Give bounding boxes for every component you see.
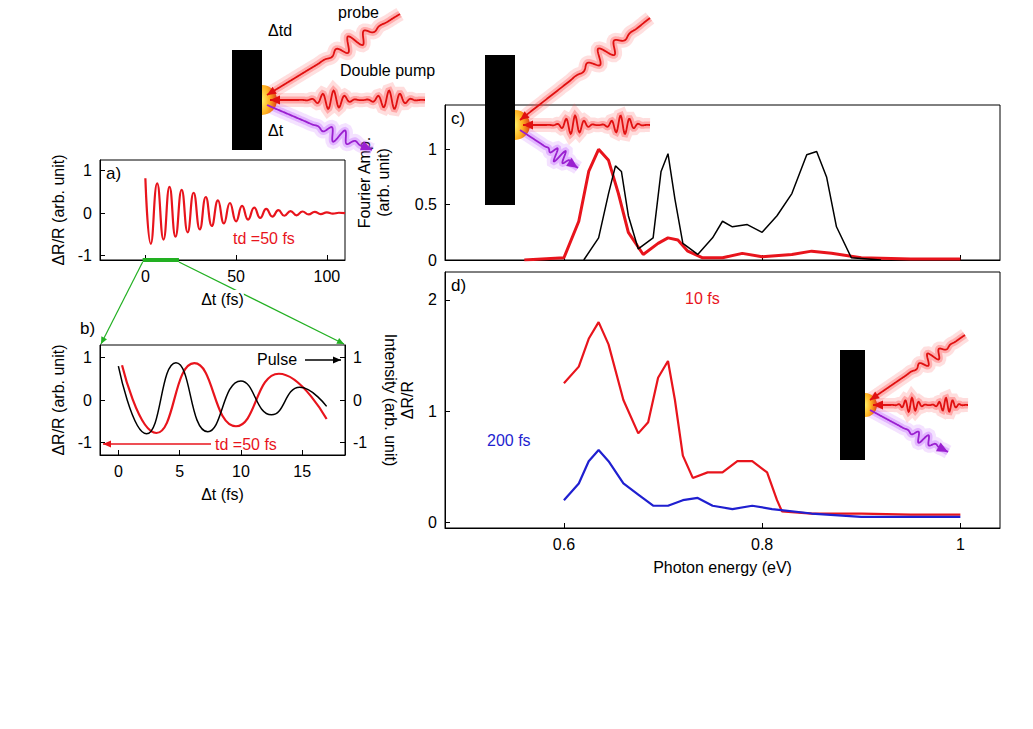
svg-text:1: 1: [956, 536, 965, 553]
svg-text:ΔR/R (arb. unit): ΔR/R (arb. unit): [50, 344, 67, 455]
svg-text:Pulse: Pulse: [257, 351, 297, 368]
svg-text:Intensity (arb. unit): Intensity (arb. unit): [382, 334, 399, 467]
svg-text:Δtd: Δtd: [268, 22, 292, 39]
svg-text:1: 1: [83, 349, 92, 366]
svg-text:Δt (fs): Δt (fs): [201, 291, 244, 308]
svg-text:1: 1: [428, 141, 437, 158]
svg-text:200 fs: 200 fs: [487, 432, 531, 449]
svg-text:Double pump: Double pump: [340, 62, 435, 79]
svg-text:Δt (fs): Δt (fs): [201, 486, 244, 503]
svg-text:10: 10: [232, 463, 250, 480]
svg-text:0.6: 0.6: [553, 536, 575, 553]
svg-text:-1: -1: [353, 434, 367, 451]
svg-text:d): d): [451, 276, 466, 295]
svg-text:2: 2: [428, 291, 437, 308]
svg-text:0: 0: [353, 392, 362, 409]
svg-text:0: 0: [83, 205, 92, 222]
svg-text:1: 1: [83, 162, 92, 179]
svg-text:Δt: Δt: [268, 122, 284, 139]
svg-text:a): a): [106, 164, 121, 183]
svg-text:50: 50: [227, 268, 245, 285]
svg-text:Photon energy (eV): Photon energy (eV): [653, 559, 792, 576]
svg-text:100: 100: [314, 268, 341, 285]
svg-text:Fourier Amp.: Fourier Amp.: [356, 136, 373, 229]
svg-text:0.5: 0.5: [415, 196, 437, 213]
svg-text:ΔR/R: ΔR/R: [399, 381, 416, 419]
svg-text:0: 0: [114, 463, 123, 480]
svg-text:5: 5: [175, 463, 184, 480]
svg-text:-1: -1: [78, 247, 92, 264]
svg-text:10 fs: 10 fs: [685, 290, 720, 307]
svg-text:1: 1: [428, 403, 437, 420]
svg-text:(arb. unit): (arb. unit): [375, 148, 392, 216]
svg-text:0.8: 0.8: [751, 536, 773, 553]
svg-text:0: 0: [428, 252, 437, 269]
svg-text:ΔR/R (arb. unit): ΔR/R (arb. unit): [50, 154, 67, 265]
svg-text:probe: probe: [338, 4, 379, 21]
svg-text:td =50 fs: td =50 fs: [233, 230, 295, 247]
svg-text:0: 0: [83, 392, 92, 409]
svg-text:td =50 fs: td =50 fs: [215, 436, 277, 453]
svg-text:b): b): [80, 319, 95, 338]
svg-text:-1: -1: [78, 434, 92, 451]
svg-text:0: 0: [428, 514, 437, 531]
svg-text:1: 1: [353, 349, 362, 366]
svg-text:0: 0: [141, 268, 150, 285]
svg-text:c): c): [451, 109, 465, 128]
svg-text:15: 15: [293, 463, 311, 480]
